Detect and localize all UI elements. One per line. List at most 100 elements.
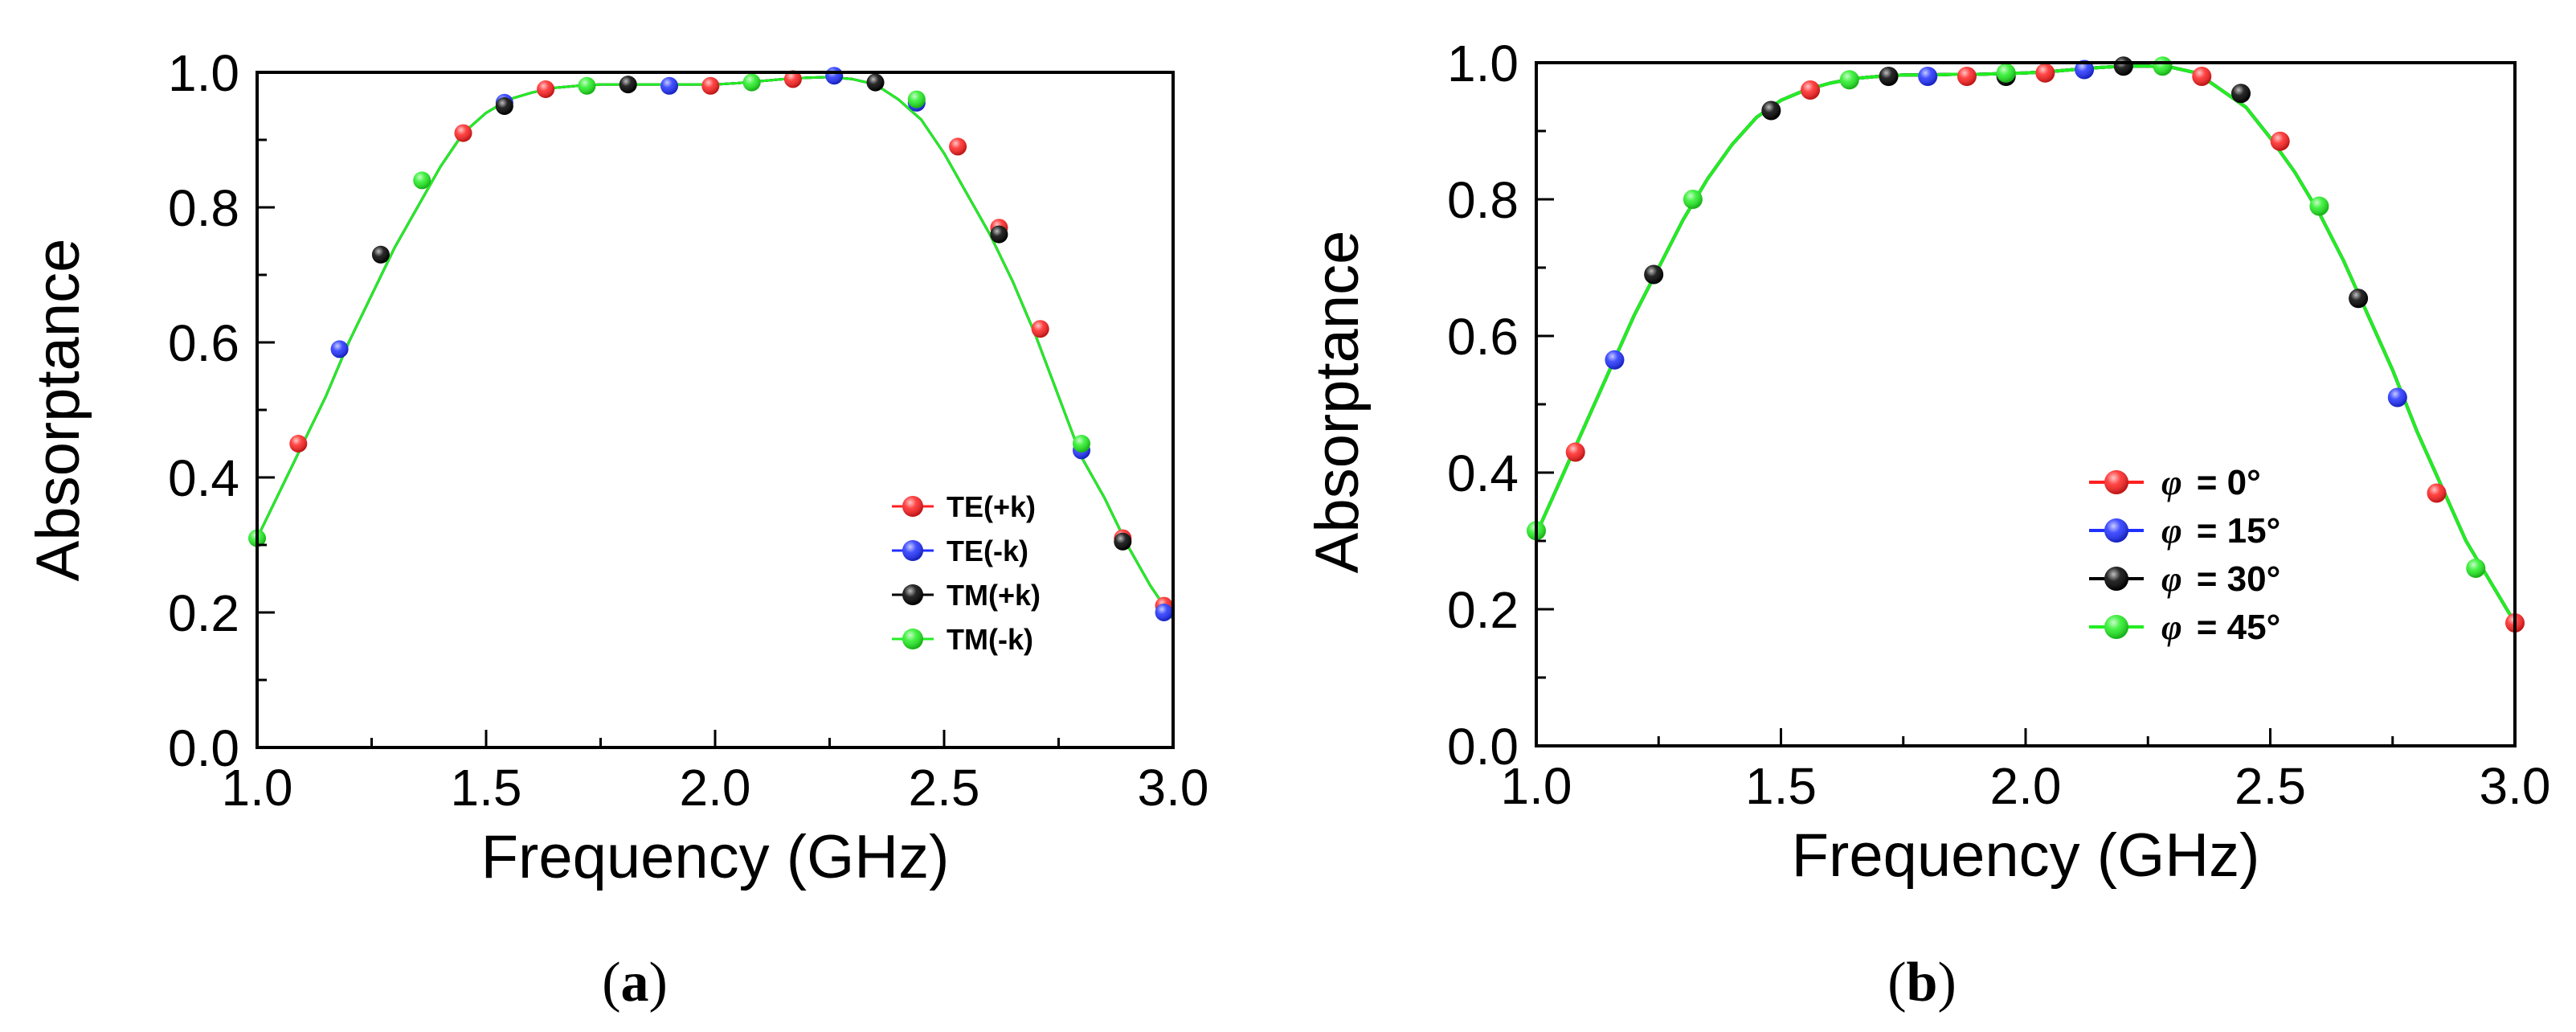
x-tick-label: 2.0 xyxy=(680,759,751,817)
y-tick-labels-a: 0.0 0.2 0.4 0.6 0.8 1.0 xyxy=(168,44,239,777)
y-tick-label: 0.6 xyxy=(168,314,239,372)
legend-label: φ = 15° xyxy=(2161,511,2280,551)
data-point-highlight xyxy=(990,225,1008,244)
legend-entry-a-3: TM(-k) xyxy=(892,623,1033,656)
data-point-highlight xyxy=(866,73,885,92)
caption-letter: a xyxy=(621,952,649,1014)
data-point-highlight xyxy=(413,171,431,190)
panel-caption-b: (b) xyxy=(1887,952,1957,1014)
data-point-highlight xyxy=(537,80,555,98)
data-point-highlight xyxy=(1957,67,1977,86)
series-line-2 xyxy=(1535,64,2517,625)
data-point-highlight xyxy=(660,76,678,95)
x-tick-labels-b: 1.0 1.5 2.0 2.5 3.0 xyxy=(1501,757,2551,815)
plot-area-b xyxy=(1527,56,2525,633)
legend-symbol: φ xyxy=(2161,559,2182,599)
series-line-3 xyxy=(256,76,1175,620)
legend-b: φ = 0° φ = 15° φ = 30° φ = 45° xyxy=(2089,463,2280,647)
data-point-highlight xyxy=(2075,59,2095,80)
data-point-highlight xyxy=(1918,67,1938,86)
series-line-0 xyxy=(1535,64,2517,625)
legend-marker-highlight xyxy=(902,496,923,517)
legend-symbol: φ xyxy=(2161,463,2182,502)
data-point-highlight xyxy=(1155,604,1173,621)
legend-entry-b-0: φ = 0° xyxy=(2089,463,2261,502)
data-point-highlight xyxy=(454,124,472,142)
y-tick-label: 0.2 xyxy=(168,584,239,642)
chart-panel-b: 0.0 0.2 0.4 0.6 0.8 1.0 1.0 1.5 2.0 2.5 … xyxy=(1303,35,2550,1014)
legend-marker-highlight xyxy=(902,540,923,561)
x-tick-labels-a: 1.0 1.5 2.0 2.5 3.0 xyxy=(222,759,1209,817)
data-point-highlight xyxy=(1761,100,1781,121)
series-line-2 xyxy=(256,76,1175,620)
legend-entry-b-2: φ = 30° xyxy=(2089,559,2280,599)
plot-frame-b xyxy=(1535,61,2517,747)
y-tick-label: 0.6 xyxy=(1447,308,1519,366)
legend-marker-highlight xyxy=(2104,518,2128,543)
data-point-highlight xyxy=(1565,442,1585,462)
data-point-highlight xyxy=(1879,67,1899,86)
legend-marker-highlight xyxy=(902,584,923,605)
legend-marker-highlight xyxy=(2104,470,2128,494)
y-tick-label: 0.0 xyxy=(1447,718,1519,776)
x-tick-label: 2.5 xyxy=(909,759,980,817)
y-axis-title-a: Absorptance xyxy=(24,239,92,582)
y-tick-labels-b: 0.0 0.2 0.4 0.6 0.8 1.0 xyxy=(1447,35,1519,776)
y-tick-label: 0.4 xyxy=(168,449,239,507)
legend-marker-highlight xyxy=(902,629,923,649)
caption-open: ( xyxy=(1887,952,1906,1014)
x-tick-label: 1.0 xyxy=(222,759,293,817)
legend-label: φ = 0° xyxy=(2161,463,2261,502)
y-tick-label: 0.0 xyxy=(168,719,239,777)
x-tick-label: 3.0 xyxy=(1138,759,1209,817)
legend-entry-a-0: TE(+k) xyxy=(892,490,1036,523)
data-point-highlight xyxy=(1801,80,1821,100)
data-point-highlight xyxy=(1996,63,2016,83)
caption-close: ) xyxy=(649,952,668,1014)
legend-value: = 15° xyxy=(2197,511,2280,551)
data-point-highlight xyxy=(619,76,637,94)
data-point-highlight xyxy=(289,435,308,453)
plot-area-a xyxy=(248,67,1175,621)
x-tick-label: 1.0 xyxy=(1501,757,1572,815)
data-point-highlight xyxy=(907,90,926,109)
legend-symbol: φ xyxy=(2161,608,2182,647)
x-axis-title-a: Frequency (GHz) xyxy=(481,823,950,891)
data-point-highlight xyxy=(1073,435,1090,453)
data-point-highlight xyxy=(2270,131,2290,151)
y-tick-label: 0.8 xyxy=(168,179,239,237)
data-point-highlight xyxy=(1114,532,1132,551)
data-point-highlight xyxy=(949,137,967,156)
data-point-highlight xyxy=(1683,190,1703,209)
legend-symbol: φ xyxy=(2161,511,2182,551)
data-point-highlight xyxy=(2113,56,2133,76)
legend-entry-a-2: TM(+k) xyxy=(892,579,1041,612)
legend-value: = 45° xyxy=(2197,608,2280,647)
y-axis-title-b: Absorptance xyxy=(1303,231,1372,574)
x-tick-label: 2.0 xyxy=(1990,757,2062,815)
legend-label: TE(-k) xyxy=(947,534,1028,567)
x-tick-label: 2.5 xyxy=(2235,757,2306,815)
x-tick-label: 1.5 xyxy=(1745,757,1817,815)
ticks-a xyxy=(256,71,1175,749)
series-line-1 xyxy=(256,76,1175,620)
series-line-0 xyxy=(256,76,1175,620)
data-point-highlight xyxy=(2230,84,2251,104)
data-point-highlight xyxy=(2309,196,2329,216)
data-point-highlight xyxy=(578,76,596,95)
legend-marker-highlight xyxy=(2104,567,2128,591)
data-point-highlight xyxy=(783,70,802,88)
chart-panel-a: 0.0 0.2 0.4 0.6 0.8 1.0 1.0 1.5 2.0 2.5 … xyxy=(24,44,1208,1014)
data-point-highlight xyxy=(701,76,720,95)
plot-frame-a xyxy=(256,71,1175,749)
caption-letter: b xyxy=(1907,952,1938,1014)
panel-caption-a: (a) xyxy=(602,952,668,1014)
legend-a: TE(+k) TE(-k) TM(+k) TM(-k) xyxy=(892,490,1041,656)
data-point-highlight xyxy=(2466,559,2486,578)
data-point-highlight xyxy=(2192,67,2212,86)
legend-entry-b-1: φ = 15° xyxy=(2089,511,2280,551)
data-point-highlight xyxy=(2349,289,2369,309)
data-point-highlight xyxy=(495,97,513,115)
